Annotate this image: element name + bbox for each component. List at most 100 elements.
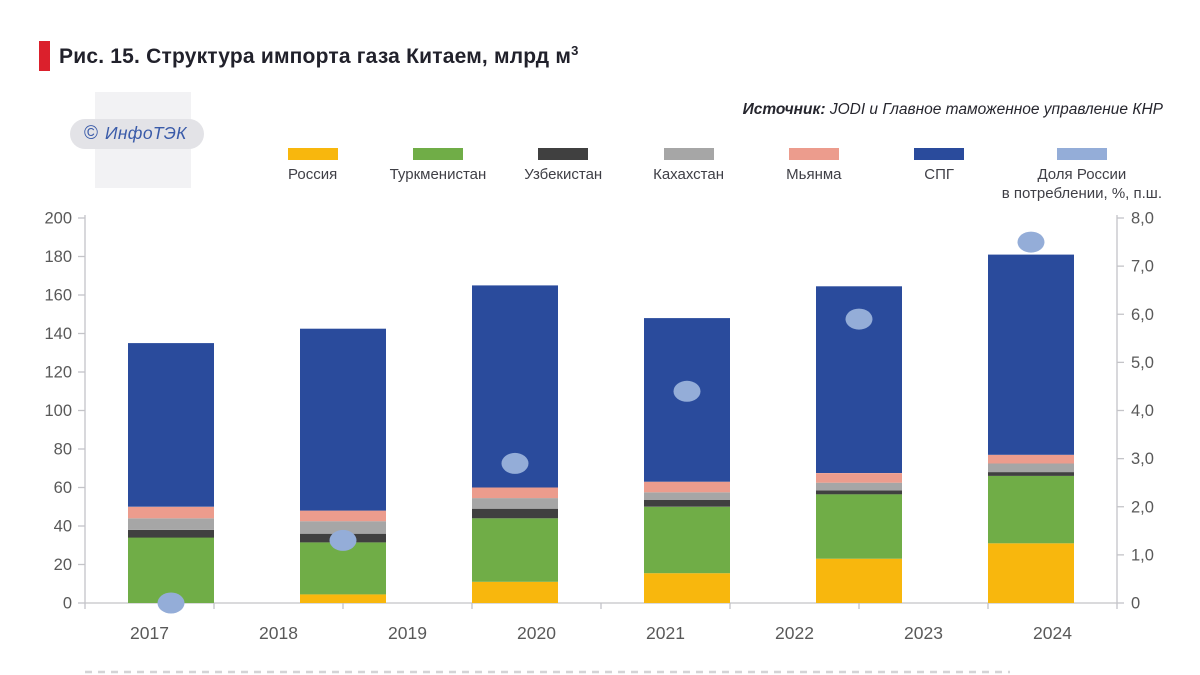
legend-item-4: Мьянма	[751, 148, 876, 204]
share-dot	[845, 308, 873, 330]
left-tick-label: 120	[44, 364, 72, 382]
axis-lines	[84, 215, 1118, 604]
legend-item-2: Узбекистан	[501, 148, 626, 204]
bar-segment-Мьянма	[816, 473, 902, 483]
share-dot	[157, 592, 185, 614]
right-tick-label: 8,0	[1131, 210, 1154, 228]
legend-item-3: Кахахстан	[626, 148, 751, 204]
left-tick-label: 200	[44, 210, 72, 228]
bar-segment-СПГ	[988, 254, 1074, 455]
legend-label-0: Россия	[288, 166, 338, 183]
figure-title: Рис. 15. Структура импорта газа Китаем, …	[59, 43, 579, 69]
source-text: JODI и Главное таможенное управление КНР	[825, 101, 1163, 118]
year-label: 2022	[775, 623, 814, 643]
bar-segment-Узбекистан	[816, 490, 902, 495]
share-dot	[501, 452, 529, 474]
chart-legend: Россия Туркменистан Узбекистан Кахахстан Мья…	[250, 148, 1162, 204]
year-label: 2021	[646, 623, 685, 643]
bar-segment-Туркменистан	[644, 506, 730, 574]
right-tick-label: 3,0	[1131, 450, 1154, 468]
left-tick-label: 180	[44, 248, 72, 266]
left-tick-label: 140	[44, 325, 72, 343]
year-label: 2017	[130, 623, 169, 643]
left-tick-label: 20	[54, 556, 72, 574]
bar-segment-СПГ	[300, 328, 386, 511]
right-tick-label: 6,0	[1131, 306, 1154, 324]
legend-item-1: Туркменистан	[375, 148, 500, 204]
bar-segment-Туркменистан	[472, 518, 558, 582]
bar-segment-Узбекистан	[644, 500, 730, 507]
share-dot	[673, 380, 701, 402]
year-label: 2023	[904, 623, 943, 643]
copyright-icon: ©	[84, 123, 98, 144]
source-line: Источник: JODI и Главное таможенное упра…	[743, 101, 1163, 119]
legend-label-1: Туркменистан	[389, 166, 487, 183]
x-axis: 2017 2018 2019 2020 2021 2022 2023 2024	[84, 603, 1118, 643]
legend-item-0: Россия	[250, 148, 375, 204]
legend-label-2: Узбекистан	[524, 166, 603, 183]
legend-label-6: Доля России в потреблении, %, п.ш.	[1001, 166, 1162, 202]
bar-segment-Узбекистан	[472, 508, 558, 519]
bar-segment-Россия	[816, 558, 902, 603]
left-tick-label: 100	[44, 402, 72, 420]
legend-swatch-5	[914, 148, 965, 160]
legend-swatch-0	[287, 148, 338, 160]
infotek-logo: © ИнфоТЭК	[70, 119, 204, 149]
bar-segment-Мьянма	[644, 481, 730, 493]
legend-swatch-3	[663, 148, 714, 160]
bar-segment-Кахахстан	[128, 518, 214, 530]
left-tick-label: 160	[44, 287, 72, 305]
figure-title-text: Рис. 15. Структура импорта газа Китаем, …	[59, 45, 572, 68]
bar-segment-Мьянма	[300, 510, 386, 522]
bar-segment-Туркменистан	[300, 542, 386, 595]
right-tick-label: 0	[1131, 595, 1140, 613]
left-axis: 0 20 40 60 80 100 120 140 160 180 200	[44, 210, 85, 613]
legend-item-6: Доля России в потреблении, %, п.ш.	[1002, 148, 1162, 204]
year-label: 2024	[1033, 623, 1072, 643]
left-tick-label: 80	[54, 441, 72, 459]
legend-label-3: Кахахстан	[653, 166, 724, 183]
logo-name: ИнфоТЭК	[105, 123, 187, 143]
right-axis: 0 1,0 2,0 3,0 4,0 5,0 6,0 7,0 8,0	[1117, 210, 1154, 613]
right-tick-label: 7,0	[1131, 258, 1154, 276]
bar-segment-Кахахстан	[816, 482, 902, 491]
bar-segment-Узбекистан	[988, 472, 1074, 476]
bar-segment-Узбекистан	[128, 529, 214, 538]
bar-segment-Кахахстан	[472, 498, 558, 509]
title-accent-bar	[39, 41, 50, 71]
year-label: 2019	[388, 623, 427, 643]
legend-swatch-2	[538, 148, 589, 160]
legend-label-4: Мьянма	[786, 166, 842, 183]
bar-segment-Мьянма	[988, 454, 1074, 464]
bar-segment-Россия	[988, 543, 1074, 603]
legend-swatch-4	[788, 148, 839, 160]
share-dots	[157, 231, 1045, 614]
right-tick-label: 2,0	[1131, 498, 1154, 516]
bar-segment-Россия	[644, 573, 730, 603]
left-tick-label: 60	[54, 479, 72, 497]
year-label: 2018	[259, 623, 298, 643]
share-dot	[329, 529, 357, 551]
right-tick-label: 4,0	[1131, 402, 1154, 420]
legend-item-5: СПГ	[876, 148, 1001, 204]
bar-segment-Россия	[300, 594, 386, 603]
bar-segment-Кахахстан	[300, 521, 386, 534]
year-label: 2020	[517, 623, 556, 643]
legend-swatch-6	[1056, 148, 1107, 160]
stacked-bars	[128, 254, 1074, 603]
bar-segment-Мьянма	[128, 506, 214, 519]
left-tick-label: 40	[54, 518, 72, 536]
bar-segment-Туркменистан	[816, 494, 902, 559]
right-tick-label: 5,0	[1131, 354, 1154, 372]
bar-segment-Туркменистан	[128, 537, 214, 603]
bar-segment-Россия	[472, 581, 558, 603]
legend-label-5: СПГ	[924, 166, 954, 183]
left-tick-label: 0	[63, 595, 72, 613]
figure-title-row: Рис. 15. Структура импорта газа Китаем, …	[39, 41, 579, 71]
bar-segment-Туркменистан	[988, 475, 1074, 544]
bar-segment-Кахахстан	[644, 492, 730, 500]
share-dot	[1017, 231, 1045, 253]
figure-title-superscript: 3	[571, 43, 579, 58]
bar-segment-Кахахстан	[988, 463, 1074, 473]
